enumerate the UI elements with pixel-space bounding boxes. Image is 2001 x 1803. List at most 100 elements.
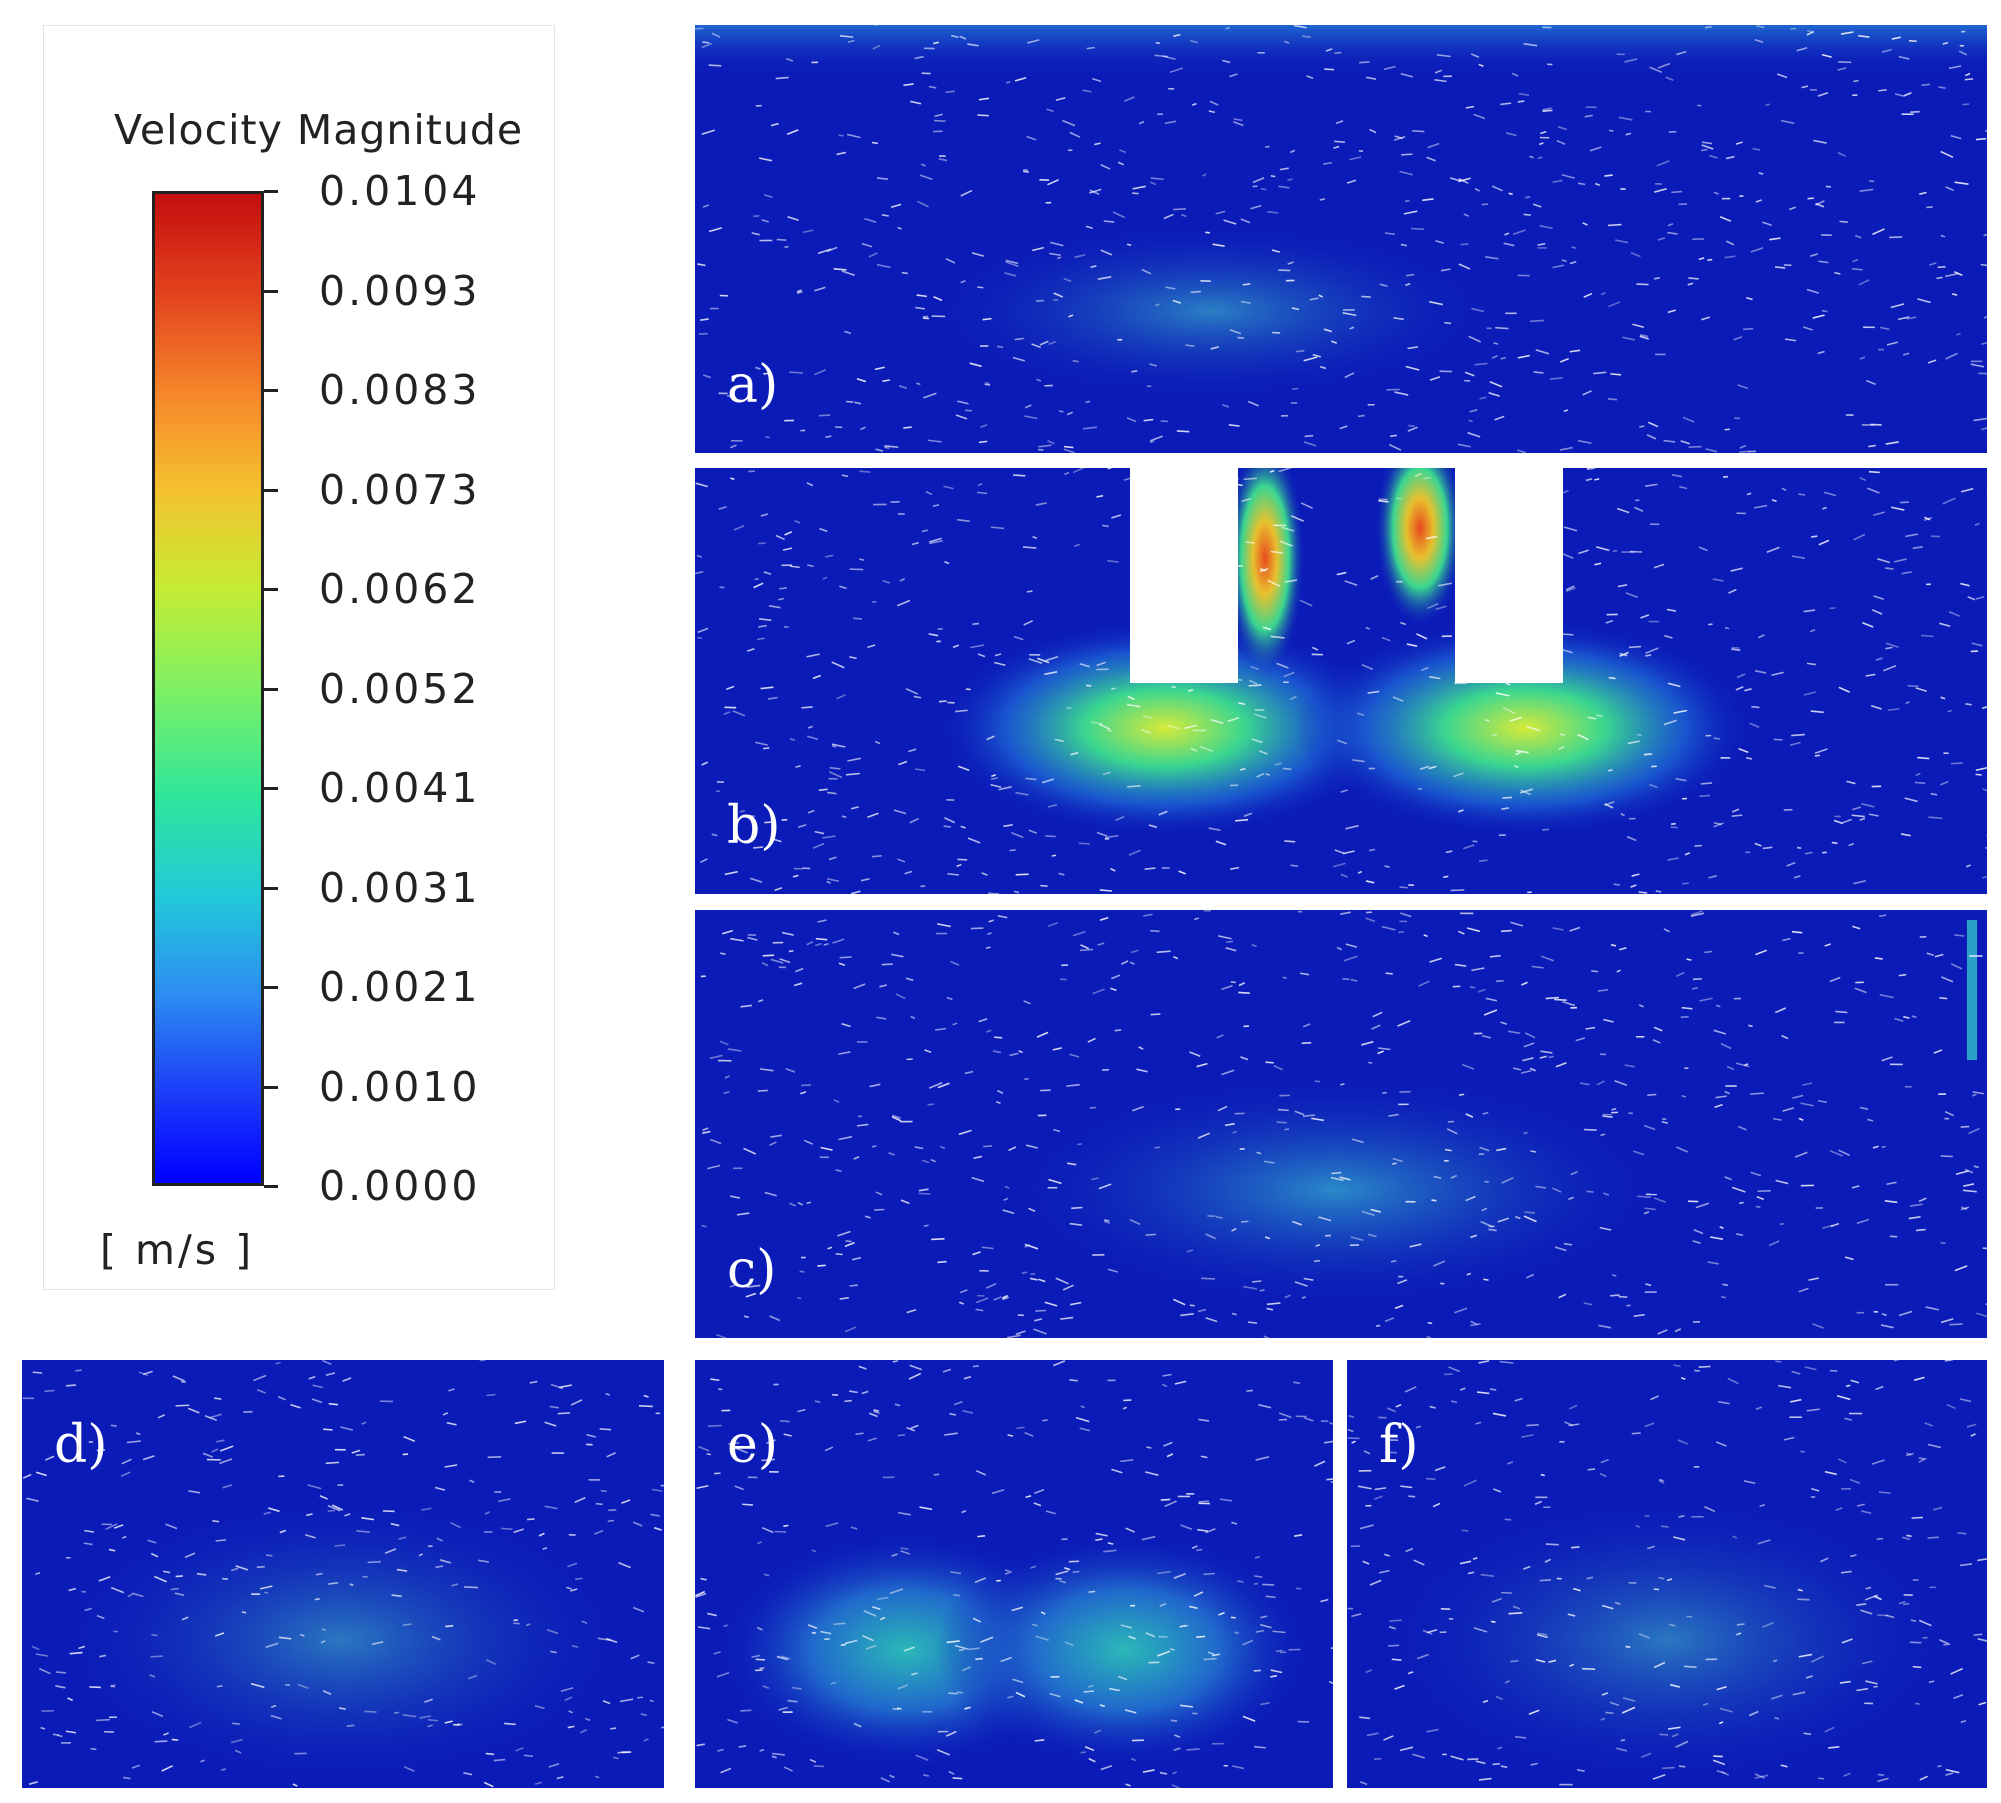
velocity-vector xyxy=(1798,493,1806,496)
velocity-vector xyxy=(854,401,862,405)
velocity-vector xyxy=(803,1139,813,1145)
velocity-vector xyxy=(723,1624,729,1628)
velocity-vector xyxy=(1902,352,1910,356)
velocity-vector xyxy=(1604,174,1613,177)
velocity-vector xyxy=(1108,1687,1120,1692)
velocity-vector xyxy=(1898,973,1907,977)
velocity-vector xyxy=(550,1383,564,1390)
velocity-vector xyxy=(1657,62,1671,69)
velocity-vector xyxy=(967,43,979,47)
velocity-vector xyxy=(605,1392,610,1396)
velocity-vector xyxy=(1103,220,1115,223)
velocity-vector xyxy=(1130,1757,1137,1762)
velocity-vector xyxy=(1419,765,1430,770)
velocity-vector xyxy=(855,1432,864,1436)
velocity-vector xyxy=(1596,546,1610,552)
velocity-vector xyxy=(994,1036,1003,1039)
velocity-vector xyxy=(65,1384,76,1387)
velocity-vector xyxy=(1198,1500,1209,1503)
velocity-vector xyxy=(1262,626,1272,631)
velocity-vector xyxy=(1444,321,1452,325)
velocity-vector xyxy=(806,735,819,741)
velocity-vector xyxy=(981,872,988,876)
velocity-vector xyxy=(756,637,765,641)
velocity-vector xyxy=(903,1646,915,1652)
velocity-vector xyxy=(1605,619,1614,624)
velocity-vector xyxy=(1096,831,1108,837)
velocity-vector xyxy=(1523,213,1531,216)
velocity-vector xyxy=(796,290,803,294)
velocity-vector xyxy=(1865,1680,1878,1685)
velocity-vector xyxy=(940,1145,946,1150)
velocity-vector xyxy=(1549,376,1563,380)
velocity-vector xyxy=(304,1534,316,1539)
velocity-vector xyxy=(1530,1762,1538,1766)
velocity-vector xyxy=(1798,1117,1804,1121)
velocity-vector xyxy=(1982,788,1987,792)
velocity-vector xyxy=(1312,353,1322,358)
velocity-vector xyxy=(800,1091,807,1095)
velocity-vector xyxy=(483,1781,494,1788)
velocity-vector xyxy=(1149,435,1164,442)
velocity-vector xyxy=(1422,198,1434,202)
velocity-vector xyxy=(1429,376,1441,381)
velocity-vector xyxy=(795,967,804,973)
velocity-vector xyxy=(950,960,960,966)
velocity-vector xyxy=(1977,1558,1987,1562)
velocity-vector xyxy=(1039,340,1049,346)
velocity-vector xyxy=(1628,1112,1633,1115)
velocity-vector xyxy=(775,76,789,80)
velocity-vector xyxy=(761,219,769,223)
velocity-vector xyxy=(1117,161,1125,166)
velocity-vector xyxy=(1973,1633,1983,1637)
velocity-vector xyxy=(544,1505,558,1510)
velocity-vector xyxy=(1006,81,1011,84)
velocity-vector xyxy=(1434,78,1447,83)
velocity-vector xyxy=(1609,1701,1620,1707)
velocity-vector xyxy=(418,1553,423,1557)
velocity-vector xyxy=(841,270,855,277)
velocity-vector xyxy=(1111,974,1121,980)
velocity-vector xyxy=(1167,556,1178,562)
velocity-vector xyxy=(1181,672,1195,678)
velocity-vector xyxy=(768,605,781,609)
velocity-vector xyxy=(764,821,775,824)
velocity-vector xyxy=(1378,1569,1390,1574)
velocity-vector xyxy=(1480,1573,1495,1578)
velocity-vector xyxy=(1147,667,1154,672)
velocity-vector xyxy=(1254,713,1267,719)
velocity-vector xyxy=(1208,827,1221,832)
panel-c-vectors xyxy=(700,910,1987,1338)
velocity-vector xyxy=(121,1535,127,1539)
velocity-vector xyxy=(971,252,985,257)
velocity-vector xyxy=(1525,195,1531,199)
velocity-vector xyxy=(1775,1179,1789,1185)
velocity-vector xyxy=(1939,996,1948,1000)
velocity-vector xyxy=(1008,1146,1017,1152)
velocity-vector xyxy=(1026,1144,1038,1149)
velocity-vector xyxy=(1047,922,1058,928)
velocity-vector xyxy=(967,1647,980,1651)
velocity-vector xyxy=(1834,271,1841,275)
velocity-vector xyxy=(715,790,721,793)
velocity-vector xyxy=(170,1587,179,1591)
velocity-vector xyxy=(1478,63,1484,67)
velocity-vector xyxy=(1776,73,1788,79)
velocity-vector xyxy=(1051,854,1057,857)
velocity-vector xyxy=(1898,1310,1913,1317)
velocity-vector xyxy=(1129,1218,1141,1226)
velocity-vector xyxy=(1805,1675,1813,1679)
velocity-vector xyxy=(1004,272,1017,277)
velocity-vector xyxy=(1890,303,1905,309)
velocity-vector xyxy=(1357,870,1363,874)
velocity-vector xyxy=(1891,36,1901,40)
velocity-vector xyxy=(1420,666,1429,672)
velocity-vector xyxy=(1872,228,1885,236)
velocity-vector xyxy=(1148,824,1158,829)
velocity-vector xyxy=(1495,326,1509,330)
velocity-vector xyxy=(806,940,814,946)
velocity-vector xyxy=(122,1776,131,1780)
velocity-vector xyxy=(1289,149,1296,154)
velocity-vector xyxy=(897,1511,911,1516)
velocity-vector xyxy=(110,1684,116,1688)
